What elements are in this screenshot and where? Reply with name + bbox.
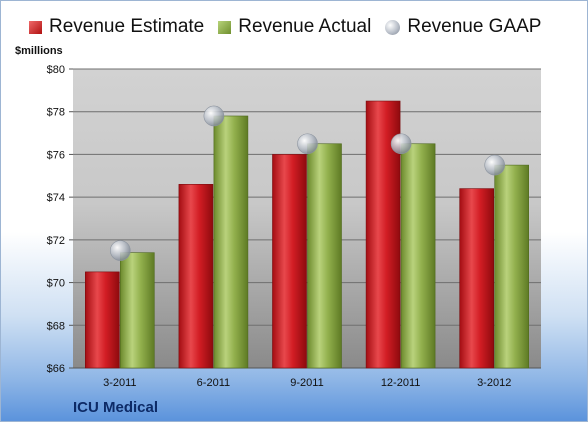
legend-item-actual: Revenue Actual [218,16,371,38]
legend-swatch-gaap [385,19,401,35]
y-tick-label: $68 [47,320,65,332]
y-tick-label: $78 [47,107,65,119]
bar-revenue-estimate [178,184,214,369]
x-tick-label: 3-2011 [103,377,136,389]
y-tick-label: $74 [47,192,65,204]
legend-item-estimate: Revenue Estimate [29,16,204,38]
x-tick-label: 9-2011 [290,377,323,389]
bar-revenue-actual [120,252,155,369]
marker-revenue-gaap [110,240,131,261]
bar-revenue-actual [400,143,436,369]
y-tick-label: $80 [47,64,65,76]
bar-revenue-estimate [459,188,495,369]
legend-label-gaap: Revenue GAAP [407,16,542,37]
x-tick-label: 12-2011 [381,377,421,389]
legend-label-estimate: Revenue Estimate [49,16,205,37]
y-tick-label: $70 [47,278,65,290]
bar-revenue-actual [494,164,530,369]
y-unit-label: $millions [15,45,63,57]
marker-revenue-gaap [297,133,318,155]
legend-swatch-actual [218,20,232,34]
bar-revenue-actual [307,143,342,369]
marker-revenue-gaap [484,154,506,176]
bar-revenue-actual [213,115,249,369]
y-tick-label: $76 [47,149,65,161]
marker-revenue-gaap [390,133,412,155]
x-tick-label: 3-2012 [477,377,511,389]
legend-item-gaap: Revenue GAAP [385,16,541,38]
marker-revenue-gaap [203,105,225,127]
legend-label-actual: Revenue Actual [238,16,372,37]
company-name: ICU Medical [73,399,159,416]
bar-revenue-estimate [85,271,120,369]
y-tick-label: $72 [47,235,65,247]
y-tick-label: $66 [47,363,65,375]
legend-swatch-estimate [29,20,42,34]
bar-revenue-estimate [272,154,307,369]
x-tick-label: 6-2011 [197,377,230,389]
legend: Revenue Estimate Revenue Actual Revenue … [29,15,555,39]
